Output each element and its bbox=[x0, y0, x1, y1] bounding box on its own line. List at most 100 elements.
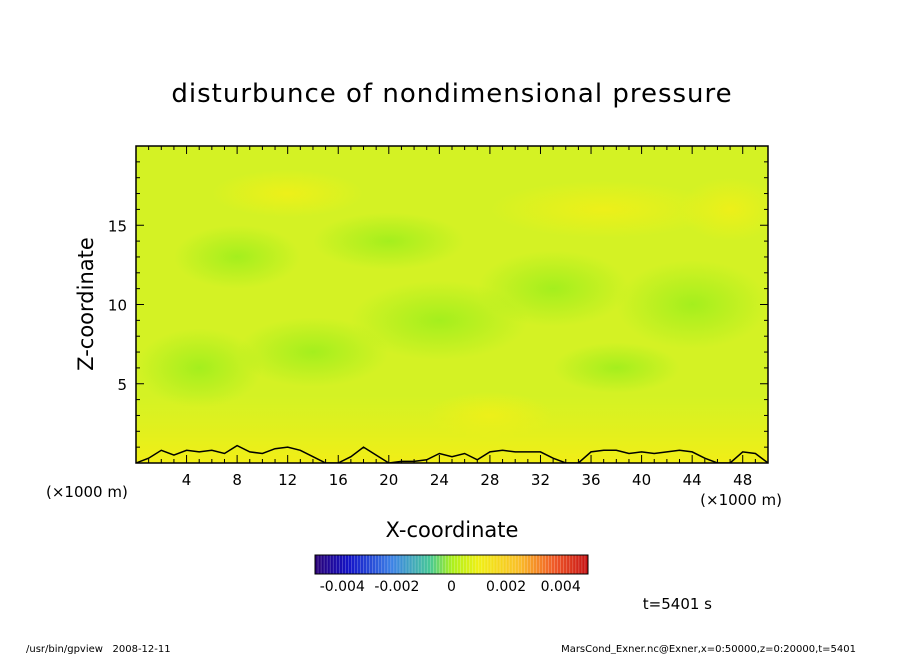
colorbar-cell bbox=[463, 555, 467, 574]
colorbar-frame bbox=[314, 554, 589, 575]
colorbar-cell bbox=[351, 555, 355, 574]
colorbar-cell bbox=[557, 555, 561, 574]
colorbar-cell bbox=[506, 555, 510, 574]
colorbar-cell bbox=[469, 555, 474, 574]
colorbar-cell bbox=[315, 555, 319, 574]
y-axis-ticks: 5 10 15 bbox=[108, 161, 768, 448]
colorbar-cell bbox=[384, 555, 389, 574]
y-axis-label: Z-coordinate bbox=[74, 237, 98, 371]
time-label: t=5401 s bbox=[643, 595, 712, 613]
colorbar-cell bbox=[336, 555, 340, 574]
colorbar-cell bbox=[554, 555, 558, 574]
colorbar-cell bbox=[327, 555, 331, 574]
colorbar-cell bbox=[545, 555, 549, 574]
colorbar-cell bbox=[584, 555, 589, 574]
colorbar-cell bbox=[563, 555, 568, 574]
program-info: /usr/bin/gpview 2008-12-11 bbox=[26, 644, 171, 654]
colorbar-cell bbox=[539, 555, 543, 574]
colorbar-cell bbox=[490, 555, 495, 574]
colorbar-cell bbox=[478, 555, 483, 574]
colorbar-tick-label: 0.002 bbox=[486, 579, 526, 595]
x-axis-ticks: 4 8 12 16 20 24 28 32 36 40 44 48 bbox=[148, 146, 756, 489]
colorbar-cell bbox=[466, 555, 470, 574]
x-tick-label: 40 bbox=[632, 471, 651, 489]
x-tick-label: 4 bbox=[182, 471, 192, 489]
colorbar-cell bbox=[366, 555, 370, 574]
field-patch bbox=[211, 169, 364, 218]
colorbar-cell bbox=[548, 555, 552, 574]
field-patch bbox=[679, 177, 768, 242]
colorbar-cell bbox=[572, 555, 577, 574]
colorbar-cell bbox=[412, 555, 416, 574]
colorbar-cell bbox=[387, 555, 392, 574]
x-tick-label: 20 bbox=[379, 471, 398, 489]
plot-area bbox=[136, 146, 768, 463]
x-tick-label: 28 bbox=[480, 471, 499, 489]
colorbar-cell bbox=[527, 555, 531, 574]
colorbar-cell bbox=[399, 555, 404, 574]
field-patch bbox=[616, 260, 768, 349]
colorbar-cell bbox=[378, 555, 383, 574]
colorbar-cell bbox=[339, 555, 343, 574]
field-bottom-band bbox=[136, 395, 768, 463]
colorbar-cell bbox=[330, 555, 334, 574]
y-tick-label: 15 bbox=[108, 217, 127, 235]
field-patch bbox=[136, 328, 263, 408]
colorbar-cell bbox=[575, 555, 580, 574]
colorbar-cell bbox=[451, 555, 455, 574]
colorbar-cell bbox=[424, 555, 428, 574]
colorbar-cell bbox=[402, 555, 407, 574]
colorbar bbox=[314, 555, 589, 574]
field-patches bbox=[136, 169, 768, 440]
colorbar-cell bbox=[369, 555, 373, 574]
colorbar-cell bbox=[515, 555, 519, 574]
colorbar-cell bbox=[430, 555, 434, 574]
colorbar-cell bbox=[569, 555, 574, 574]
field-patch bbox=[173, 225, 301, 289]
colorbar-cell bbox=[321, 555, 325, 574]
colorbar-cell bbox=[551, 555, 555, 574]
contour-line bbox=[136, 444, 768, 463]
colorbar-tick-label: 0.004 bbox=[541, 579, 581, 595]
y-tick-label: 5 bbox=[117, 376, 127, 394]
colorbar-cell bbox=[409, 555, 413, 574]
colorbar-cell bbox=[433, 555, 437, 574]
colorbar-cell bbox=[512, 555, 516, 574]
x-tick-label: 32 bbox=[531, 471, 550, 489]
colorbar-cell bbox=[393, 555, 398, 574]
colorbar-cell bbox=[448, 555, 452, 574]
colorbar-cell bbox=[354, 555, 358, 574]
x-tick-label: 48 bbox=[733, 471, 752, 489]
chart-title: disturbunce of nondimensional pressure bbox=[171, 79, 732, 109]
colorbar-cell bbox=[439, 555, 443, 574]
x-tick-label: 12 bbox=[278, 471, 297, 489]
colorbar-cell bbox=[318, 555, 322, 574]
colorbar-cell bbox=[530, 555, 534, 574]
colorbar-tick-label: 0 bbox=[447, 579, 456, 595]
colorbar-cell bbox=[454, 555, 458, 574]
colorbar-cell bbox=[427, 555, 431, 574]
colorbar-cell bbox=[566, 555, 571, 574]
colorbar-cell bbox=[360, 555, 364, 574]
colorbar-cell bbox=[445, 555, 449, 574]
x-unit-left: (×1000 m) bbox=[46, 483, 128, 501]
field-patch bbox=[489, 180, 718, 238]
x-tick-label: 36 bbox=[581, 471, 600, 489]
colorbar-cell bbox=[396, 555, 401, 574]
colorbar-cell bbox=[375, 555, 379, 574]
colorbar-cell bbox=[472, 555, 477, 574]
field-patch bbox=[312, 212, 465, 270]
x-tick-label: 44 bbox=[683, 471, 702, 489]
colorbar-cell bbox=[509, 555, 513, 574]
file-info: MarsCond_Exner.nc@Exner,x=0:50000,z=0:20… bbox=[561, 644, 856, 654]
colorbar-cell bbox=[560, 555, 565, 574]
colorbar-cell bbox=[533, 555, 537, 574]
colorbar-cell bbox=[497, 555, 501, 574]
x-unit-right: (×1000 m) bbox=[700, 491, 782, 509]
colorbar-cell bbox=[421, 555, 425, 574]
colorbar-cell bbox=[503, 555, 507, 574]
y-tick-label: 10 bbox=[108, 297, 127, 315]
colorbar-cell bbox=[475, 555, 480, 574]
colorbar-cell bbox=[521, 555, 525, 574]
